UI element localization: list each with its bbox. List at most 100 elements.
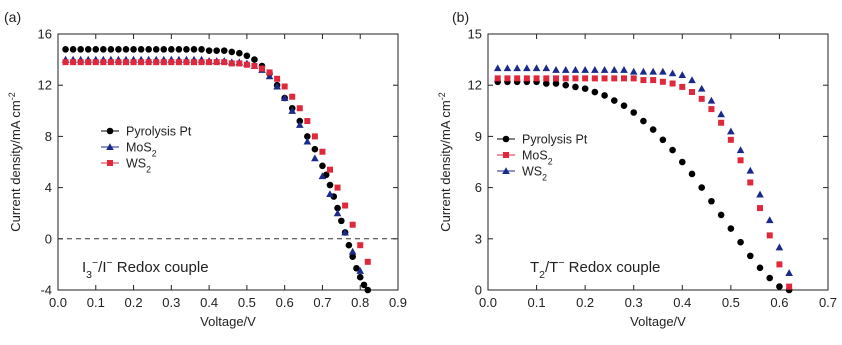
- data-point: [69, 46, 77, 53]
- data-point: [364, 258, 371, 265]
- data-point: [273, 82, 281, 90]
- data-point: [303, 137, 312, 145]
- legend-label: MoS2: [126, 141, 157, 159]
- data-point: [349, 221, 356, 228]
- x-tick-label: 0.6: [770, 295, 788, 310]
- data-point: [274, 75, 281, 82]
- data-point: [319, 162, 326, 170]
- data-point: [318, 172, 327, 180]
- data-point: [205, 47, 213, 54]
- data-point: [581, 66, 589, 73]
- legend-marker: [107, 160, 113, 166]
- data-point: [766, 232, 773, 239]
- data-point: [718, 119, 725, 126]
- data-point: [552, 66, 560, 73]
- data-point: [620, 102, 628, 109]
- data-point: [259, 65, 265, 72]
- data-point: [678, 71, 687, 78]
- data-point: [601, 75, 608, 82]
- data-point: [561, 66, 570, 73]
- data-point: [311, 133, 318, 140]
- y-tick-label: 4: [45, 180, 52, 195]
- data-point: [338, 217, 345, 225]
- y-tick-label: -4: [40, 283, 52, 298]
- data-point: [591, 88, 599, 96]
- data-point: [669, 146, 676, 154]
- data-point: [295, 121, 304, 128]
- data-point: [138, 59, 145, 66]
- y-tick-label: 8: [45, 129, 52, 144]
- data-point: [190, 46, 198, 53]
- data-point: [572, 83, 579, 91]
- x-tick-label: 0.2: [576, 295, 594, 310]
- x-axis-label: Voltage/V: [630, 314, 686, 329]
- data-point: [669, 80, 676, 87]
- data-point: [571, 66, 580, 73]
- data-point: [152, 46, 160, 53]
- data-point: [345, 241, 353, 249]
- data-point: [514, 75, 521, 82]
- data-point: [341, 228, 349, 236]
- data-point: [640, 117, 647, 125]
- data-point: [123, 59, 129, 66]
- x-tick-label: 0.5: [238, 295, 256, 310]
- data-point: [304, 118, 311, 125]
- y-tick-label: 12: [38, 78, 52, 93]
- data-point: [115, 59, 122, 66]
- data-point: [280, 94, 289, 102]
- series-ws2: [62, 59, 371, 265]
- data-point: [85, 59, 92, 66]
- data-point: [668, 69, 677, 77]
- legend-label: Pyrolysis Pt: [522, 133, 588, 147]
- data-point: [213, 47, 220, 54]
- data-point: [168, 59, 175, 66]
- data-point: [62, 46, 69, 53]
- data-point: [532, 64, 541, 72]
- data-point: [281, 83, 288, 90]
- data-point: [776, 261, 783, 268]
- legend-label: MoS2: [522, 149, 553, 167]
- data-point: [289, 93, 296, 100]
- x-tick-label: 0.0: [479, 295, 497, 310]
- data-point: [513, 64, 521, 72]
- data-point: [100, 59, 107, 66]
- data-point: [137, 46, 145, 53]
- x-axis-label: Voltage/V: [200, 314, 256, 329]
- y-tick-label: 3: [475, 231, 482, 246]
- data-point: [659, 78, 666, 85]
- data-point: [84, 46, 92, 53]
- data-point: [776, 283, 783, 290]
- data-point: [334, 204, 341, 212]
- data-point: [183, 46, 190, 53]
- y-tick-label: 9: [475, 129, 482, 144]
- data-point: [610, 66, 619, 73]
- data-point: [639, 67, 648, 75]
- x-tick-label: 0.7: [819, 295, 837, 310]
- data-point: [610, 97, 618, 104]
- data-point: [649, 126, 657, 133]
- data-point: [175, 59, 182, 66]
- data-point: [191, 59, 197, 66]
- data-point: [659, 136, 667, 144]
- data-point: [77, 59, 84, 66]
- x-tick-label: 0.4: [673, 295, 691, 310]
- chart-panel-a: (a) -4 0 4 8 12 16 0.0 0.1 0.2 0.3 0.4 0.5 0.6 0.7 0.8 0…: [4, 9, 407, 329]
- data-point: [688, 76, 696, 84]
- data-point: [198, 46, 205, 53]
- data-point: [553, 75, 559, 82]
- series-pyrolysis-pt: [494, 78, 793, 294]
- data-point: [168, 46, 175, 53]
- redox-couple-annotation: T2/T− Redox couple: [530, 257, 660, 281]
- panel-label: (a): [4, 9, 21, 25]
- data-point: [552, 80, 560, 87]
- data-point: [107, 46, 115, 53]
- data-point: [228, 60, 235, 67]
- data-point: [698, 184, 706, 191]
- x-tick-label: 0.0: [49, 295, 67, 310]
- y-tick-label: 0: [475, 283, 482, 298]
- data-point: [562, 75, 569, 82]
- data-point: [591, 75, 598, 82]
- data-point: [206, 59, 213, 66]
- data-point: [756, 190, 764, 198]
- data-point: [737, 157, 744, 164]
